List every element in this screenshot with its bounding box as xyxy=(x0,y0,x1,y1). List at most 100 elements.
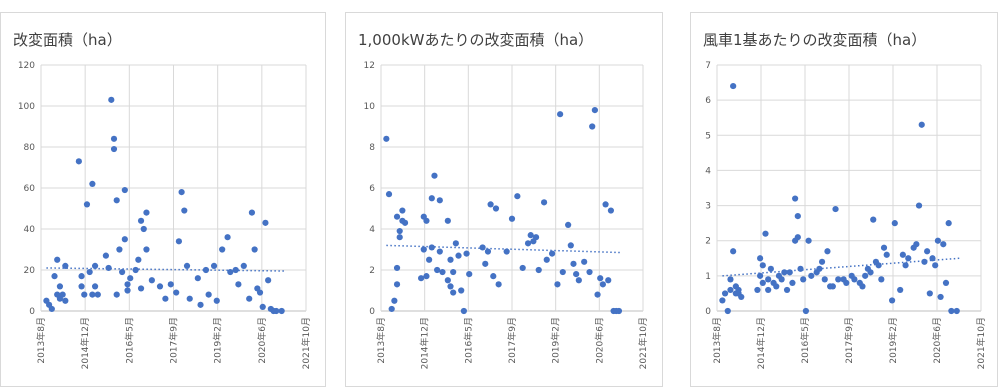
data-point xyxy=(897,286,904,294)
data-point xyxy=(924,248,931,255)
data-point xyxy=(554,281,561,288)
data-point xyxy=(883,251,890,258)
data-point xyxy=(240,262,247,269)
data-point xyxy=(137,285,145,292)
data-point xyxy=(420,246,427,253)
data-point xyxy=(108,96,115,103)
y-tick-label: 0 xyxy=(369,307,375,317)
y-tick-label: 2 xyxy=(705,237,711,247)
data-point xyxy=(56,283,64,290)
chart-panel-area-per-turbine: 風車1基あたりの改変面積（ha） 0 1 2 3 4 5 6 7 2013年8月 2014年12月… xyxy=(690,12,998,387)
data-point xyxy=(62,297,69,304)
data-point xyxy=(929,255,936,262)
data-point xyxy=(86,268,93,276)
x-tick-label: 2019年2月 xyxy=(887,317,899,364)
data-point xyxy=(124,281,131,288)
data-point xyxy=(878,276,885,283)
data-point xyxy=(393,281,401,288)
data-point xyxy=(48,305,55,313)
data-point xyxy=(447,283,454,290)
data-point xyxy=(891,220,898,227)
data-point xyxy=(455,252,462,259)
data-point xyxy=(391,297,398,304)
scatter-chart-total-area: 0 20 40 60 80 100 120 2013年8月 2014年12月 2016年5月 201… xyxy=(18,61,312,369)
data-point xyxy=(948,307,955,315)
data-point xyxy=(940,241,947,248)
data-point xyxy=(210,262,218,269)
data-point xyxy=(183,262,191,269)
data-point xyxy=(262,219,269,226)
x-tick-label: 2014年12月 xyxy=(419,317,431,369)
data-point xyxy=(78,273,85,280)
data-point xyxy=(393,213,401,220)
data-point xyxy=(383,135,390,142)
y-tick-label: 4 xyxy=(705,166,711,176)
data-point xyxy=(213,297,220,304)
data-point xyxy=(934,237,941,244)
data-point xyxy=(401,219,409,226)
data-point xyxy=(452,240,459,247)
data-point xyxy=(81,291,88,298)
data-point xyxy=(428,244,435,251)
data-point xyxy=(393,264,401,272)
data-point xyxy=(140,225,147,233)
y-tick-label: 40 xyxy=(24,225,36,235)
data-point xyxy=(524,240,532,247)
data-point xyxy=(423,217,430,224)
data-point xyxy=(581,258,588,265)
data-point xyxy=(227,268,234,276)
data-point xyxy=(175,238,183,245)
data-point xyxy=(265,277,272,284)
x-tick-label: 2014年12月 xyxy=(79,317,91,369)
data-point xyxy=(797,265,804,272)
data-point xyxy=(543,256,550,263)
data-point xyxy=(913,241,920,248)
data-point xyxy=(573,271,580,278)
data-point xyxy=(495,281,502,288)
data-point xyxy=(602,201,609,208)
data-point xyxy=(62,262,69,269)
data-point xyxy=(256,289,264,296)
data-point xyxy=(859,283,866,290)
x-tick-label: 2019年2月 xyxy=(550,317,562,364)
scatter-chart-area-per-1000kw: 0 2 4 6 8 10 12 2013年8月 2014年12月 2016年5月 2017年9月 20… xyxy=(364,61,649,369)
data-point xyxy=(594,291,601,298)
data-point xyxy=(765,276,772,283)
data-point xyxy=(444,217,451,224)
chart-title: 改変面積（ha） xyxy=(13,31,122,49)
data-point xyxy=(426,256,433,263)
data-point xyxy=(148,277,155,284)
data-point xyxy=(273,307,280,315)
data-point xyxy=(94,291,101,298)
data-point xyxy=(450,268,457,276)
trendline xyxy=(386,244,622,254)
data-point xyxy=(719,297,726,304)
data-point xyxy=(59,291,66,298)
data-point xyxy=(396,234,403,241)
data-point xyxy=(759,262,766,269)
x-tick-label: 2020年6月 xyxy=(593,317,605,364)
data-point xyxy=(447,256,454,263)
data-point xyxy=(487,201,494,208)
y-tick-label: 120 xyxy=(18,61,35,71)
data-point xyxy=(759,279,766,286)
data-point xyxy=(396,227,403,235)
data-point xyxy=(724,307,731,315)
data-point xyxy=(197,301,204,308)
data-point xyxy=(418,275,425,282)
data-point xyxy=(532,234,540,241)
x-tick-label: 2020年6月 xyxy=(931,317,943,364)
y-tick-label: 6 xyxy=(369,184,375,194)
x-tick-label: 2016年5月 xyxy=(799,317,811,364)
data-point xyxy=(902,262,909,269)
data-point xyxy=(248,209,256,216)
y-tick-label: 20 xyxy=(24,266,36,276)
data-point xyxy=(460,307,467,315)
data-point xyxy=(727,286,734,294)
data-point xyxy=(915,202,923,209)
data-point xyxy=(121,186,128,194)
data-point xyxy=(508,215,516,222)
data-point xyxy=(124,287,131,294)
data-point xyxy=(89,291,96,298)
data-point xyxy=(597,275,604,282)
